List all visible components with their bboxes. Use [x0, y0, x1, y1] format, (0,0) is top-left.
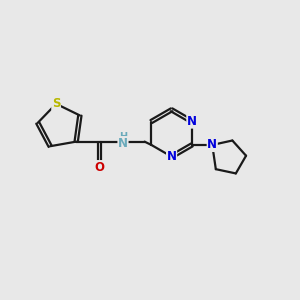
- Text: N: N: [118, 136, 128, 150]
- Text: O: O: [94, 160, 105, 174]
- Text: S: S: [52, 97, 60, 110]
- Text: N: N: [187, 115, 197, 128]
- Text: N: N: [207, 138, 217, 152]
- Text: N: N: [167, 150, 177, 163]
- Text: H: H: [119, 132, 127, 142]
